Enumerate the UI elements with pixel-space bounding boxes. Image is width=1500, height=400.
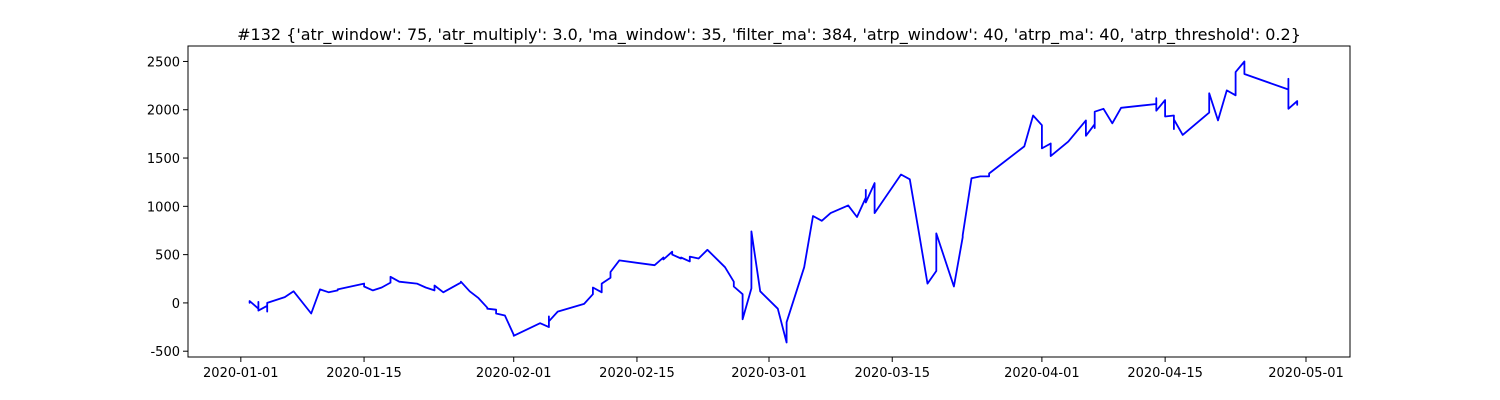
chart-title: #132 {'atr_window': 75, 'atr_multiply': … [237, 25, 1301, 45]
x-tick-label: 2020-01-01 [203, 366, 279, 381]
y-tick-label: 500 [155, 249, 180, 264]
x-tick-label: 2020-04-15 [1127, 366, 1203, 381]
x-tick-label: 2020-01-15 [326, 366, 402, 381]
x-tick-label: 2020-05-01 [1268, 366, 1344, 381]
x-tick-label: 2020-03-01 [731, 366, 807, 381]
plot-frame [187, 45, 1351, 358]
x-tick-label: 2020-04-01 [1004, 366, 1080, 381]
x-axis: 2020-01-01 2020-01-15 2020-02-01 2020-02-15… [203, 357, 1344, 381]
x-tick-label: 2020-03-15 [854, 366, 930, 381]
series-line [248, 60, 1299, 344]
y-tick-label: -500 [150, 345, 180, 360]
y-tick-label: 1000 [147, 200, 180, 215]
y-tick-label: 1500 [147, 152, 180, 167]
x-tick-label: 2020-02-01 [476, 366, 552, 381]
y-axis: -500 0 500 1000 1500 2000 2500 [147, 55, 188, 360]
y-tick-label: 2000 [147, 104, 180, 119]
x-tick-label: 2020-02-15 [599, 366, 675, 381]
y-tick-label: 2500 [147, 55, 180, 70]
y-tick-label: 0 [172, 297, 180, 312]
plot-area [248, 60, 1299, 344]
